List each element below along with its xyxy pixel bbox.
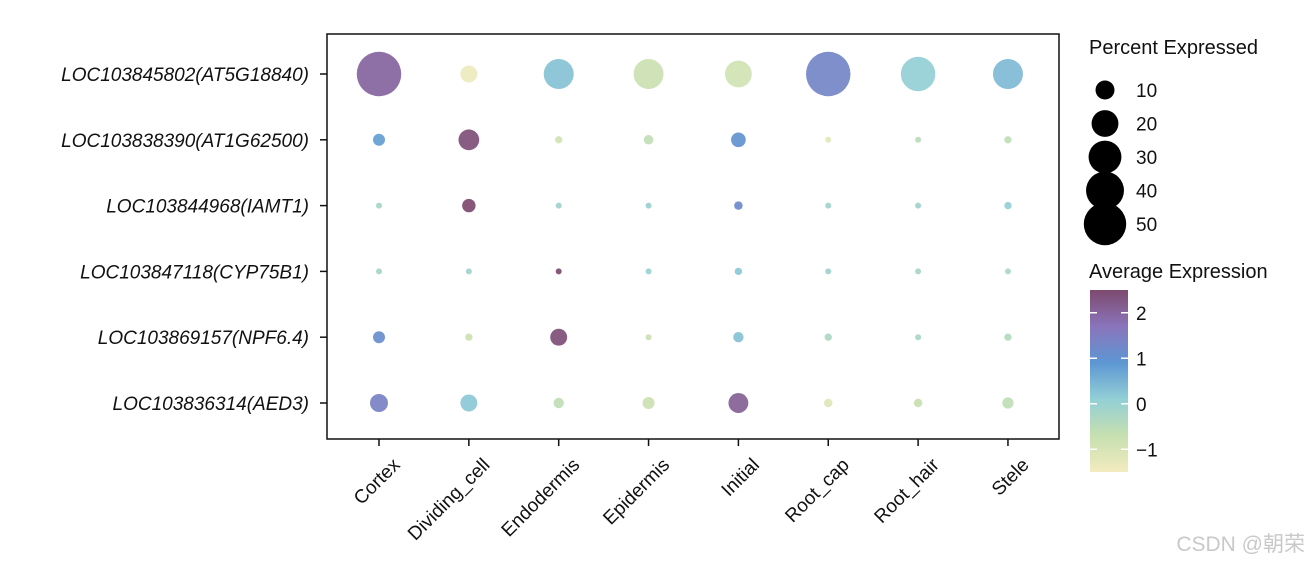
- dot-point: [1002, 397, 1014, 409]
- x-axis: Cortex Dividing_cell Endodermis Epidermis In…: [350, 439, 1033, 545]
- gene-label: LOC103845802(AT5G18840): [61, 65, 309, 86]
- dot-point: [633, 59, 664, 89]
- color-legend-title: Average Expression: [1089, 261, 1268, 283]
- size-legend-label: 10: [1136, 81, 1157, 102]
- dot-point: [915, 268, 922, 275]
- cell-type-label: Dividing_cell: [404, 455, 494, 545]
- dot-point: [376, 202, 382, 209]
- dot-point: [645, 268, 652, 275]
- dot-point: [915, 334, 922, 341]
- cell-type-label: Initial: [718, 455, 764, 501]
- dot-point: [825, 136, 832, 143]
- dot-point: [913, 398, 923, 408]
- color-legend-label: 1: [1136, 349, 1147, 370]
- dot-point: [824, 398, 833, 408]
- size-legend-label: 30: [1136, 148, 1157, 169]
- gene-label: LOC103838390(AT1G62500): [61, 131, 309, 152]
- dot-point: [460, 394, 478, 412]
- cell-type-label: Stele: [988, 455, 1033, 500]
- color-legend-label: 2: [1136, 304, 1147, 325]
- size-legend-title: Percent Expressed: [1089, 37, 1258, 59]
- dot-point: [465, 333, 473, 341]
- dot-point: [825, 268, 832, 275]
- size-legend-dot: [1095, 80, 1115, 100]
- dot-point: [555, 268, 562, 275]
- dot-point: [553, 397, 564, 409]
- cell-type-label: Endodermis: [498, 455, 585, 542]
- dot-point: [734, 201, 743, 210]
- size-legend-dot: [1091, 110, 1119, 137]
- size-legend: 10 20 30 40 50: [1083, 80, 1157, 246]
- dot-point: [543, 59, 574, 89]
- gene-label: LOC103844968(IAMT1): [106, 197, 309, 218]
- dot-point: [465, 268, 472, 275]
- dot-point: [460, 65, 478, 83]
- dot-point: [992, 59, 1023, 89]
- cell-type-label: Epidermis: [599, 455, 674, 530]
- dot-point: [731, 132, 746, 148]
- size-legend-label: 40: [1136, 182, 1157, 203]
- size-legend-dot: [1088, 140, 1122, 174]
- dot-point: [458, 129, 480, 151]
- dot-point: [1004, 268, 1011, 275]
- dot-point: [642, 397, 655, 409]
- gene-label: LOC103869157(NPF6.4): [98, 328, 309, 349]
- color-legend-label: −1: [1136, 440, 1158, 461]
- dot-point: [373, 331, 385, 344]
- dot-point: [724, 60, 752, 88]
- cell-type-label: Cortex: [350, 454, 405, 509]
- dot-point: [370, 394, 388, 412]
- dot-point: [555, 202, 562, 209]
- size-legend-dot: [1086, 171, 1124, 210]
- dot-point: [825, 202, 832, 209]
- dot-point: [824, 333, 832, 341]
- dot-point: [462, 198, 476, 213]
- dot-point: [733, 332, 744, 343]
- dot-point: [555, 136, 563, 144]
- cell-type-label: Root_hair: [871, 454, 945, 528]
- dot-point: [900, 56, 936, 92]
- dot-point: [645, 334, 652, 341]
- dot-point: [915, 136, 922, 143]
- dot-series: [356, 51, 1023, 413]
- dot-point: [373, 133, 385, 146]
- gene-label: LOC103847118(CYP75B1): [80, 262, 309, 283]
- dot-point: [806, 51, 851, 97]
- color-legend-label: 0: [1136, 395, 1147, 416]
- color-legend-ticks: 2 1 0 −1: [1090, 304, 1158, 461]
- dot-point: [643, 135, 654, 145]
- plot-panel: [326, 33, 1060, 440]
- dot-point: [356, 51, 402, 97]
- y-axis: LOC103845802(AT5G18840) LOC103838390(AT1G…: [61, 65, 327, 415]
- dot-point: [376, 268, 382, 275]
- size-legend-dot: [1083, 202, 1127, 246]
- dot-point: [645, 202, 652, 209]
- dot-point: [550, 328, 568, 346]
- cell-type-label: Root_cap: [781, 455, 853, 527]
- color-legend-bar: [1090, 290, 1128, 472]
- size-legend-label: 20: [1136, 115, 1157, 136]
- dot-point: [1004, 136, 1012, 144]
- size-legend-label: 50: [1136, 215, 1157, 236]
- dot-point: [728, 393, 749, 413]
- gene-label: LOC103836314(AED3): [113, 394, 309, 415]
- dot-point: [1004, 201, 1012, 210]
- dot-point: [1004, 333, 1012, 341]
- dot-point: [734, 267, 743, 276]
- dot-point: [915, 202, 922, 209]
- watermark: CSDN @朝荣: [1176, 533, 1305, 556]
